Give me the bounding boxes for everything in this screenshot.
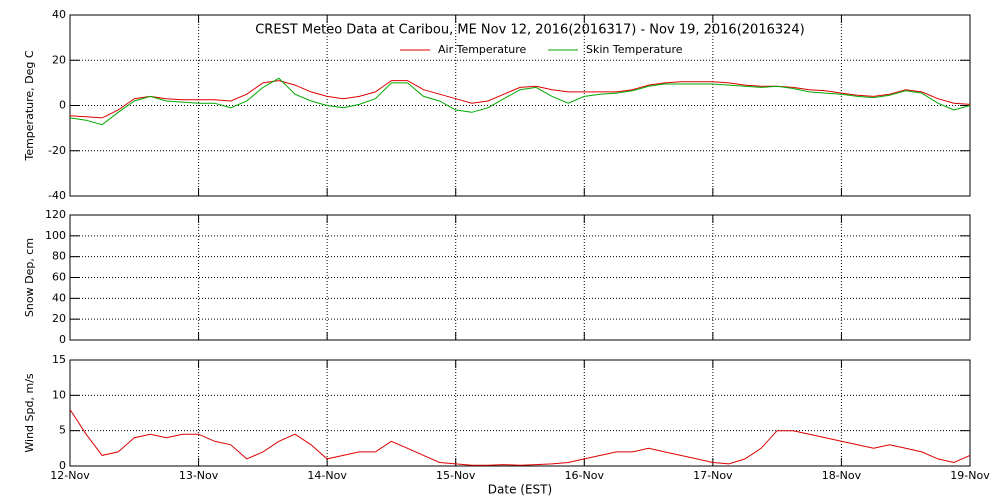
y-axis-label: Temperature, Deg C bbox=[23, 50, 36, 161]
x-tick-label: 13-Nov bbox=[179, 469, 219, 482]
data-line bbox=[69, 409, 971, 466]
x-tick-label: 16-Nov bbox=[565, 469, 605, 482]
y-tick-label: 60 bbox=[52, 271, 66, 284]
x-tick-label: 18-Nov bbox=[822, 469, 862, 482]
y-tick-label: 40 bbox=[52, 291, 66, 304]
y-tick-label: 120 bbox=[45, 208, 66, 221]
x-tick-label: 19-Nov bbox=[950, 469, 990, 482]
y-tick-label: 100 bbox=[45, 229, 66, 242]
y-tick-label: 40 bbox=[52, 8, 66, 21]
x-tick-label: 14-Nov bbox=[307, 469, 347, 482]
x-tick-label: 15-Nov bbox=[436, 469, 476, 482]
y-axis-label: Snow Dep, cm bbox=[23, 238, 36, 317]
x-axis-label: Date (EST) bbox=[488, 483, 552, 497]
y-tick-label: 0 bbox=[59, 99, 66, 112]
x-tick-label: 17-Nov bbox=[693, 469, 733, 482]
x-tick-label: 12-Nov bbox=[50, 469, 90, 482]
data-line bbox=[69, 77, 971, 126]
legend-label: Air Temperature bbox=[438, 43, 527, 56]
data-line bbox=[69, 80, 971, 119]
y-axis-label: Wind Spd, m/s bbox=[23, 373, 36, 453]
legend-label: Skin Temperature bbox=[586, 43, 683, 56]
y-tick-label: 10 bbox=[52, 388, 66, 401]
y-tick-label: 0 bbox=[59, 459, 66, 472]
plot-frame bbox=[69, 214, 971, 341]
y-tick-label: 0 bbox=[59, 333, 66, 346]
y-tick-label: -20 bbox=[48, 144, 66, 157]
y-tick-label: 20 bbox=[52, 53, 66, 66]
plot-frame bbox=[69, 359, 971, 467]
y-tick-label: 5 bbox=[59, 424, 66, 437]
y-tick-label: 20 bbox=[52, 312, 66, 325]
y-tick-label: 15 bbox=[52, 353, 66, 366]
chart-title: CREST Meteo Data at Caribou, ME Nov 12, … bbox=[255, 23, 805, 38]
y-tick-label: 80 bbox=[52, 250, 66, 263]
y-tick-label: -40 bbox=[48, 189, 66, 202]
